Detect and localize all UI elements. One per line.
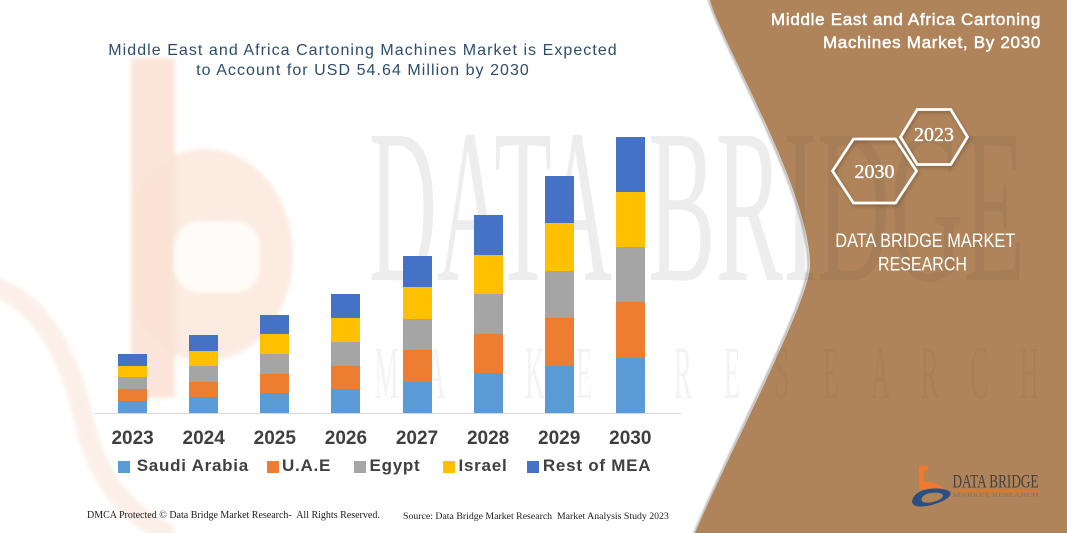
svg-text:E: E <box>724 333 740 415</box>
svg-text:A: A <box>871 333 891 415</box>
svg-text:M: M <box>374 333 398 415</box>
svg-text:DATA BRIDGE: DATA BRIDGE <box>953 473 1039 493</box>
svg-text:R: R <box>921 333 939 415</box>
svg-text:C: C <box>970 333 988 415</box>
svg-text:S: S <box>774 333 789 415</box>
svg-text:E: E <box>576 333 592 415</box>
svg-text:E: E <box>823 333 839 415</box>
svg-text:K: K <box>525 333 545 415</box>
svg-text:H: H <box>1019 333 1038 415</box>
svg-text:RESEARCH: RESEARCH <box>878 254 967 275</box>
svg-text:DATA BRIDGE MARKET: DATA BRIDGE MARKET <box>835 231 1015 252</box>
svg-text:BRIDGE: BRIDGE <box>648 84 1025 328</box>
svg-text:MARKET RESEARCH: MARKET RESEARCH <box>953 492 1040 499</box>
svg-text:R: R <box>674 333 692 415</box>
